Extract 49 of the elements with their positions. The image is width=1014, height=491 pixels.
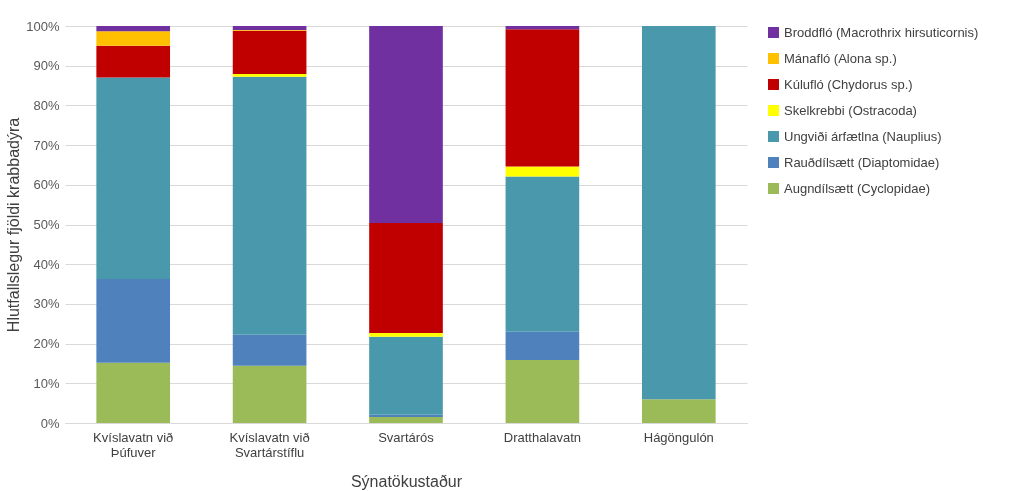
bar: [96, 362, 171, 423]
y-tick-label: 60%: [33, 177, 60, 193]
y-tick-label: 20%: [33, 336, 60, 352]
bar: [505, 359, 580, 423]
y-tick-label: 10%: [33, 375, 60, 391]
x-tick-label: Kvíslavatn við Þúfuver: [93, 429, 174, 460]
bar: [369, 26, 443, 223]
x-tick-label: Hágöngulón: [643, 429, 714, 445]
bar: [369, 336, 443, 415]
bar: [641, 399, 716, 423]
x-axis-title: Sýnatökustaður: [350, 472, 463, 490]
bar: [232, 76, 307, 335]
bar: [641, 26, 716, 400]
bar: [505, 166, 580, 177]
y-tick-label: 50%: [33, 217, 60, 232]
y-tick-label: 0%: [40, 415, 60, 431]
y-tick-label: 90%: [33, 58, 60, 74]
legend-label: Skelkrebbi (Ostracoda): [784, 102, 917, 118]
legend-label: Ungviði árfætlna (Nauplius): [784, 128, 942, 144]
x-tick-label: Svartárós: [378, 429, 435, 445]
x-tick-label: Kvíslavatn við Svartárstíflu: [229, 429, 310, 460]
bar: [505, 331, 580, 360]
bar: [232, 30, 307, 75]
x-tick-label: Dratthalavatn: [503, 429, 582, 445]
bar: [96, 77, 171, 279]
legend-label: Rauðdílsætt (Diaptomidae): [784, 154, 940, 170]
bar: [232, 74, 307, 77]
bar: [505, 26, 580, 30]
legend-label: Broddfló (Macrothrix hirsuticornis): [784, 24, 979, 40]
y-tick-label: 80%: [33, 97, 60, 113]
bar: [96, 278, 171, 363]
legend-label: Kúlufló (Chydorus sp.): [784, 76, 913, 92]
bar: [505, 29, 580, 167]
y-tick-label: 70%: [33, 137, 60, 153]
bar: [232, 334, 307, 366]
bar: [96, 26, 171, 32]
y-tick-label: 100%: [26, 18, 60, 34]
y-tick-label: 30%: [33, 296, 60, 312]
bar: [369, 332, 443, 337]
legend-label: Augndílsætt (Cyclopidae): [784, 180, 930, 196]
y-axis-title: Hlutfallslegur fjöldi krabbadýra: [5, 117, 23, 333]
bar: [96, 45, 171, 78]
bar: [369, 417, 443, 423]
legend-label: Mánafló (Alona sp.): [784, 50, 897, 66]
bar: [369, 222, 443, 333]
bar: [505, 176, 580, 332]
bar: [232, 365, 307, 423]
y-tick-label: 40%: [33, 256, 60, 272]
bar: [96, 31, 171, 46]
